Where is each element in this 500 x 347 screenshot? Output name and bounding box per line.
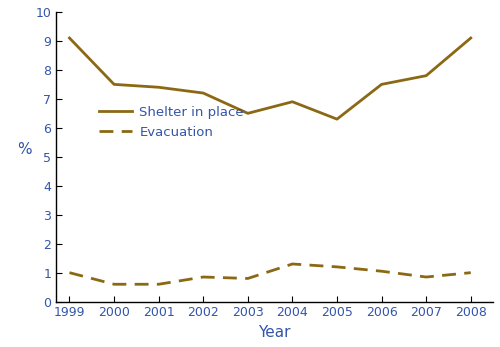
Shelter in place [334,117,340,121]
Evacuation [111,282,117,286]
Shelter in place [290,100,296,104]
Evacuation [290,262,296,266]
Evacuation [468,271,474,275]
Evacuation [245,276,251,280]
X-axis label: Year: Year [258,325,291,340]
Shelter in place [468,36,474,40]
Line: Shelter in place: Shelter in place [70,38,471,119]
Shelter in place [66,36,72,40]
Shelter in place [423,74,429,78]
Shelter in place [245,111,251,116]
Shelter in place [111,82,117,86]
Evacuation [378,269,384,273]
Line: Evacuation: Evacuation [70,264,471,284]
Shelter in place [156,85,162,89]
Evacuation [423,275,429,279]
Y-axis label: %: % [17,142,32,157]
Evacuation [156,282,162,286]
Shelter in place [378,82,384,86]
Shelter in place [200,91,206,95]
Evacuation [334,265,340,269]
Evacuation [66,271,72,275]
Evacuation [200,275,206,279]
Legend: Shelter in place, Evacuation: Shelter in place, Evacuation [94,100,250,144]
